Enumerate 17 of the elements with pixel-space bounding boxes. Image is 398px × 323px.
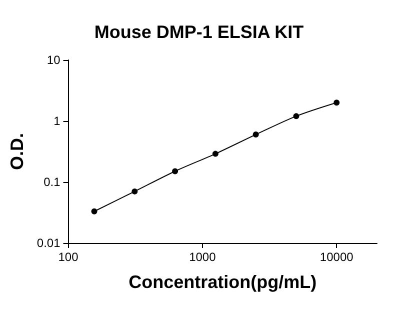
x-axis-title: Concentration(pg/mL)	[128, 272, 317, 292]
y-tick-label: 0.1	[44, 175, 61, 189]
point	[132, 188, 138, 194]
x-tick-label: 1000	[189, 250, 216, 264]
y-tick-label: 1	[54, 114, 61, 128]
chart-title: Mouse DMP-1 ELSIA KIT	[94, 22, 304, 42]
point	[172, 168, 178, 174]
y-axis-title: O.D.	[7, 132, 27, 170]
x-tick-label: 10000	[320, 250, 354, 264]
point	[252, 132, 259, 138]
point	[91, 208, 98, 214]
point	[212, 150, 218, 157]
y-tick-label: 10	[46, 53, 61, 67]
point	[293, 113, 300, 120]
y-tick-label: 0.01	[36, 236, 61, 250]
point	[334, 100, 340, 106]
x-tick-label: 100	[58, 250, 79, 264]
